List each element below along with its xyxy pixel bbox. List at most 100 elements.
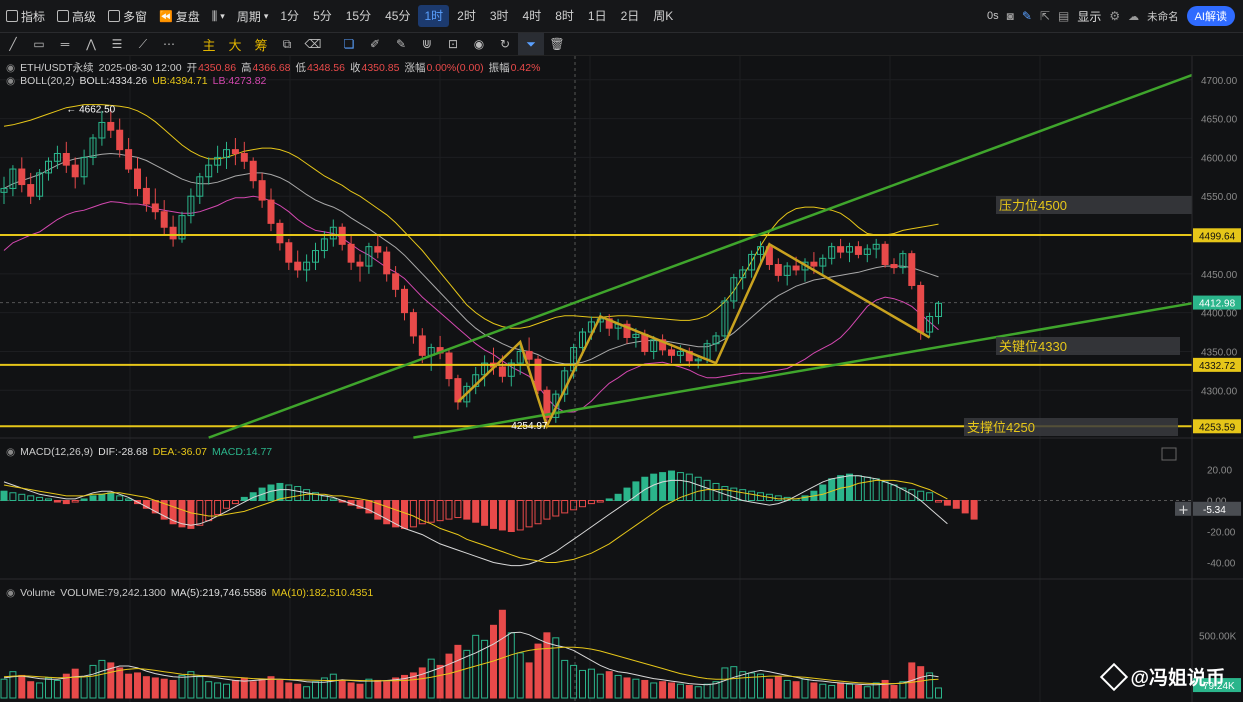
period-dropdown[interactable]: 周期 ▾ bbox=[236, 9, 269, 24]
volume-axis-tag bbox=[1193, 678, 1241, 693]
volume-bar bbox=[534, 643, 542, 699]
chart-area[interactable]: ← 4662.50 4254.97 压力位4500 关键位4330 支撑位4250 47… bbox=[0, 56, 1243, 702]
volume-bar bbox=[27, 681, 35, 699]
eye-icon[interactable]: ◉ bbox=[6, 587, 16, 599]
eye-icon[interactable]: ◉ bbox=[6, 75, 16, 87]
y-axis: 4700.004650.004600.004550.004500.004450.… bbox=[1161, 56, 1241, 702]
datetime-label: 2025-08-30 12:00 bbox=[98, 61, 182, 74]
macd-hist-bar bbox=[285, 484, 293, 501]
macd-hist-bar bbox=[952, 500, 960, 509]
ai-interpret-button[interactable]: AI解读 bbox=[1186, 6, 1235, 26]
trash-icon[interactable]: 🗑 bbox=[549, 37, 565, 51]
timeframe-tab[interactable]: 1分 bbox=[280, 9, 300, 23]
eye-icon[interactable]: ◉ bbox=[6, 446, 16, 458]
eye-icon[interactable]: ◉ bbox=[6, 61, 16, 74]
rectangle-tool-icon[interactable]: ▭ bbox=[33, 37, 45, 51]
volume-name: Volume bbox=[20, 587, 56, 599]
macd-tick-label: 20.00 bbox=[1207, 466, 1232, 477]
filter-icon[interactable]: ⏷ bbox=[518, 33, 544, 55]
candle-body bbox=[320, 238, 328, 252]
pencil-icon[interactable]: ✎ bbox=[395, 37, 407, 51]
fib-tool-icon[interactable]: ☰ bbox=[111, 37, 123, 51]
line-tool-icon[interactable]: ╱ bbox=[9, 37, 17, 51]
volume-bar bbox=[676, 683, 684, 699]
timeframe-tab[interactable]: 15分 bbox=[345, 9, 372, 23]
chips-tool-button[interactable]: 筹 bbox=[254, 37, 268, 53]
timeframe-tab[interactable]: 2时 bbox=[457, 9, 476, 23]
timeframe-tab[interactable]: 1时 bbox=[418, 5, 450, 27]
candle-body bbox=[641, 333, 649, 352]
eraser-icon[interactable]: ⌫ bbox=[304, 37, 322, 51]
macd-hist-bar bbox=[329, 498, 337, 502]
amplitude-label: 振幅 bbox=[488, 62, 510, 74]
advanced-button[interactable]: 高级 bbox=[51, 0, 102, 32]
hline-tool-icon[interactable]: ═ bbox=[60, 37, 70, 51]
timeframe-tab[interactable]: 5分 bbox=[313, 9, 332, 23]
main-tool-button[interactable]: 主 bbox=[202, 37, 216, 53]
candle-body bbox=[881, 243, 889, 266]
multi-window-button[interactable]: 多窗 bbox=[102, 0, 153, 32]
chart-type-button[interactable]: ⫼ ▾ bbox=[206, 0, 231, 32]
high-label: 高 bbox=[241, 62, 252, 74]
macd-hist-bar bbox=[356, 500, 364, 509]
resistance-label: 压力位4500 bbox=[999, 198, 1067, 213]
amplitude-value: 0.42% bbox=[510, 61, 541, 74]
timeframe-tab[interactable]: 45分 bbox=[385, 9, 411, 23]
volume-bar bbox=[347, 682, 355, 699]
candle-body bbox=[267, 199, 275, 224]
magnet-icon[interactable]: ⋓ bbox=[421, 37, 433, 51]
timeframe-tab[interactable]: 2日 bbox=[620, 9, 640, 23]
pen-icon[interactable]: ✎ bbox=[1021, 9, 1032, 23]
layers-icon[interactable]: ❏ bbox=[343, 37, 355, 51]
macd-tick-label: -40.00 bbox=[1207, 559, 1236, 570]
display-button[interactable]: 显示 bbox=[1077, 9, 1102, 24]
macd-hist-bar bbox=[935, 500, 942, 503]
volume-bar bbox=[881, 679, 889, 699]
more-tools-icon[interactable]: ⋯ bbox=[163, 37, 175, 51]
candle-body bbox=[36, 172, 44, 197]
volume-bar bbox=[187, 671, 195, 699]
table-icon[interactable]: ▤ bbox=[1057, 9, 1070, 23]
macd-hist-bar bbox=[267, 484, 275, 501]
brush-tool-icon[interactable]: ⟋ bbox=[138, 36, 148, 51]
eye-icon[interactable]: ◉ bbox=[473, 37, 485, 51]
volume-bar bbox=[712, 681, 720, 699]
refresh-icon[interactable]: ↻ bbox=[499, 37, 511, 51]
candle-body bbox=[285, 242, 293, 263]
macd-axis-tag bbox=[1193, 501, 1241, 516]
volume-bar bbox=[765, 678, 773, 699]
large-tool-button[interactable]: 大 bbox=[228, 37, 242, 53]
layout-name[interactable]: 未命名 bbox=[1147, 10, 1179, 23]
timeframe-tabs: 1分 5分 15分 45分 1时 2时 3时 4时 8时 1日 2日 周K bbox=[274, 5, 679, 27]
indicator-button[interactable]: 指标 bbox=[0, 0, 51, 32]
timeframe-tab[interactable]: 4时 bbox=[522, 9, 542, 23]
lock-icon[interactable]: ⊡ bbox=[447, 37, 459, 51]
wave-tool-icon[interactable]: ⋀ bbox=[86, 37, 96, 51]
volume-bar bbox=[650, 682, 658, 699]
ma10-value: MA(10):182,510.4351 bbox=[271, 587, 374, 599]
timeframe-tab[interactable]: 3时 bbox=[489, 9, 509, 23]
replay-button[interactable]: ⏪ 复盘 bbox=[159, 9, 200, 24]
volume-bar bbox=[427, 658, 435, 699]
seconds-display[interactable]: 0s bbox=[986, 10, 999, 22]
candle-body bbox=[543, 389, 551, 418]
timeframe-tab[interactable]: 1日 bbox=[587, 9, 607, 23]
camera-icon[interactable]: ◙ bbox=[1006, 9, 1014, 23]
export-icon[interactable]: ⇱ bbox=[1039, 9, 1050, 23]
volume-bar bbox=[9, 671, 17, 699]
volume-bar bbox=[329, 673, 337, 699]
macd-hist-bar bbox=[490, 500, 497, 529]
candle-body bbox=[579, 331, 586, 349]
volume-bar bbox=[445, 653, 453, 699]
candle-body bbox=[374, 246, 382, 253]
ruler-icon[interactable]: ✐ bbox=[369, 37, 381, 51]
candle-body bbox=[748, 253, 756, 271]
macd-hist-bar bbox=[899, 487, 907, 502]
settings-icon[interactable]: ⚙ bbox=[1109, 9, 1121, 23]
timeframe-tab[interactable]: 周K bbox=[653, 9, 674, 23]
volume-bar bbox=[151, 677, 159, 699]
candle-body bbox=[214, 156, 222, 166]
candle-body bbox=[0, 187, 8, 193]
timeframe-tab[interactable]: 8时 bbox=[555, 9, 574, 23]
copy-icon[interactable]: ⧉ bbox=[282, 36, 292, 51]
